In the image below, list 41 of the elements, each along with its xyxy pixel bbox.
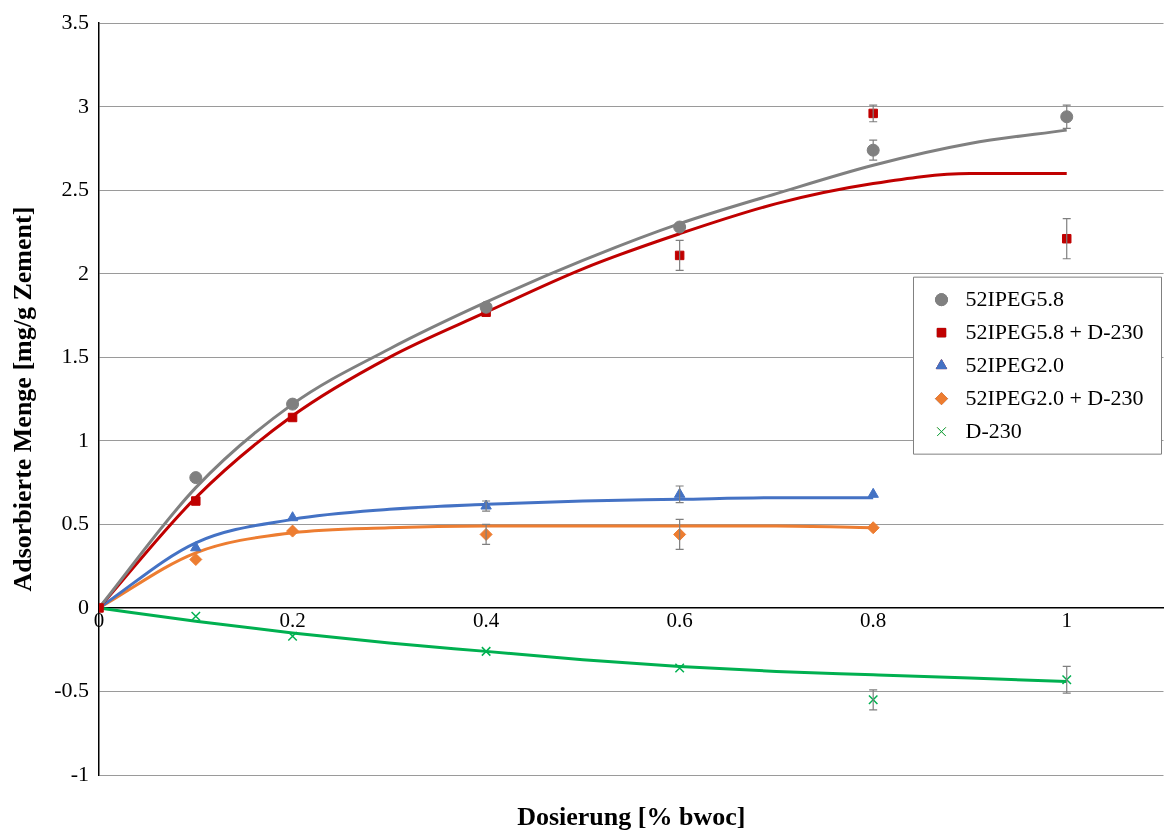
point — [189, 471, 203, 485]
point — [481, 646, 492, 657]
point — [190, 611, 201, 622]
legend-label: 52IPEG5.8 + D-230 — [965, 319, 1144, 345]
x-tick-label: 1 — [1061, 608, 1072, 633]
point — [189, 552, 203, 566]
point — [866, 521, 880, 535]
y-tick-label: 1.5 — [61, 343, 90, 369]
point — [287, 412, 298, 423]
point — [866, 143, 880, 157]
point — [674, 663, 685, 674]
y-tick-label: -0.5 — [54, 677, 90, 703]
point — [1061, 674, 1072, 685]
point — [191, 496, 201, 506]
point — [673, 220, 687, 234]
point — [867, 487, 879, 498]
legend-label: 52IPEG2.0 + D-230 — [965, 385, 1144, 411]
legend-label: D-230 — [965, 418, 1022, 444]
point — [287, 631, 298, 642]
point — [286, 397, 300, 411]
y-tick-label: 2.5 — [61, 176, 90, 202]
point — [479, 300, 493, 314]
y-tick-label: 2 — [78, 259, 90, 285]
y-tick-label: 3 — [78, 92, 90, 118]
y-axis-title: Adsorbierte Menge [mg/g Zement] — [8, 206, 38, 592]
legend-label: 52IPEG2.0 — [965, 352, 1064, 378]
legend-label: 52IPEG5.8 — [965, 286, 1064, 312]
point — [868, 694, 879, 705]
point — [1060, 110, 1074, 124]
y-tick-label: -1 — [70, 760, 90, 786]
x-tick-label: 0.4 — [472, 608, 500, 633]
y-tick-label: 3.5 — [61, 8, 90, 34]
x-tick-label: 0.2 — [279, 608, 306, 633]
y-tick-label: 0.5 — [61, 510, 90, 536]
x-axis-title: Dosierung [% bwoc] — [517, 801, 746, 831]
x-tick-label: 0.8 — [860, 608, 887, 633]
point — [190, 541, 202, 552]
point — [286, 524, 300, 538]
y-tick-label: 1 — [78, 426, 90, 452]
x-tick-label: 0.6 — [666, 608, 693, 633]
point — [286, 511, 299, 522]
